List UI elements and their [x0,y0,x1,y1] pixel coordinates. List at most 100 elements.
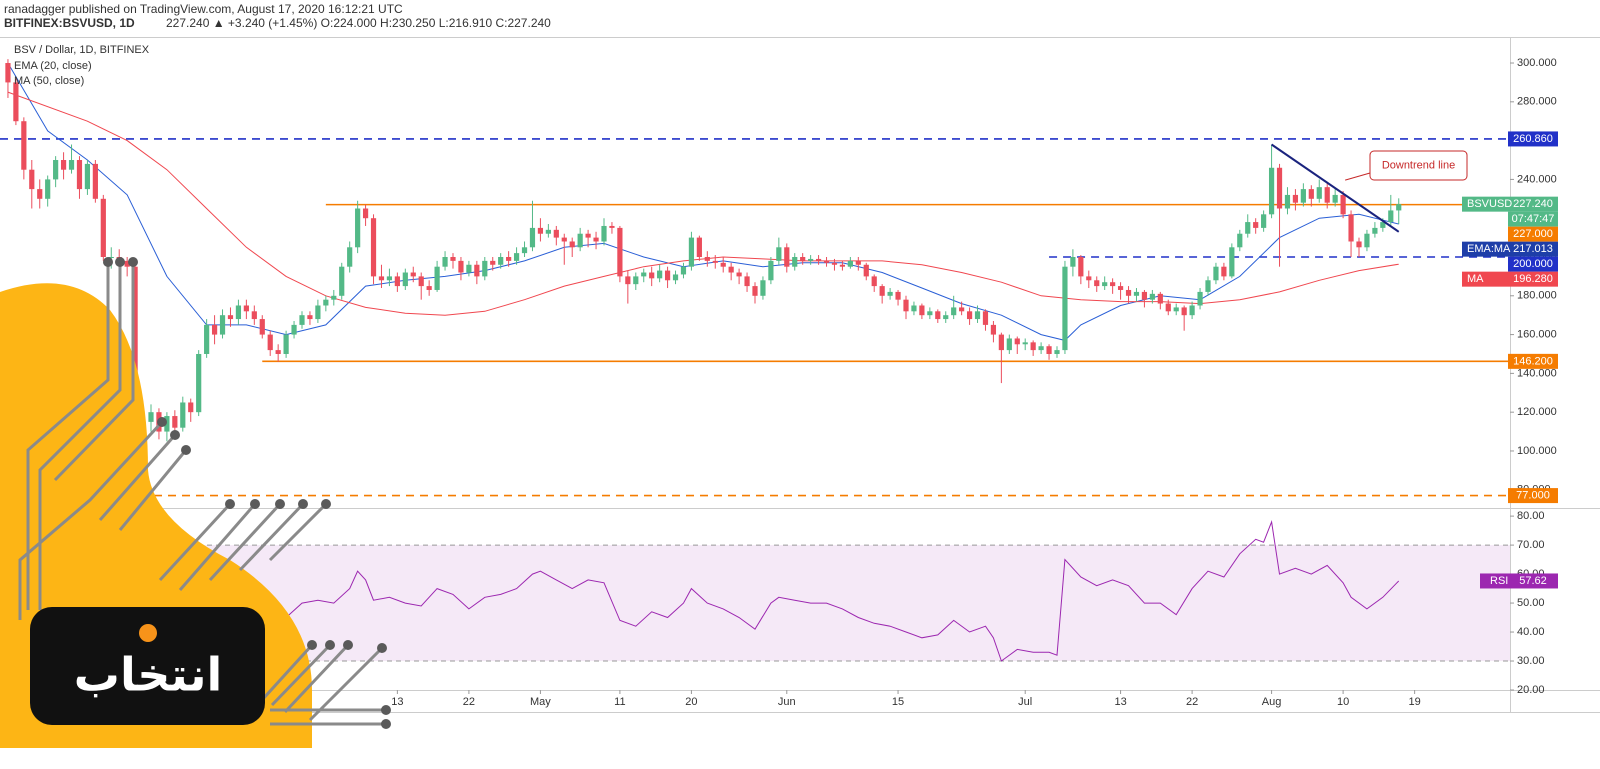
logo: انتخاب [0,257,391,748]
candle-body [577,233,583,248]
candle-body [553,229,559,238]
y-tick-label: 120.000 [1517,406,1557,418]
candle-body [863,264,869,277]
candle-body [251,311,257,320]
candle-body [291,324,297,335]
candle-body [45,179,51,199]
candle-body [1149,293,1155,300]
x-tick-label: May [530,696,551,708]
candle-body [704,256,710,261]
candle-body [990,324,997,335]
candle-body [394,276,400,287]
candle-body [275,350,281,354]
x-tick-label: 13 [1114,696,1126,708]
candle-body [895,291,901,300]
rsi-tag-label: 57.62 [1519,575,1547,587]
candle-body [196,353,202,413]
candle-body [402,272,408,287]
candle-body [466,264,472,273]
candle-body [927,311,933,316]
candle-body [148,412,154,422]
x-tick-label: Jul [1018,696,1032,708]
candle-body [180,402,186,428]
candle-body [1022,342,1028,345]
candle-body [998,334,1004,351]
candle-body [529,227,536,248]
y-tick-label: 100.000 [1517,445,1557,457]
candle-body [1062,266,1068,351]
candle-body [657,270,663,279]
candle-body [569,241,575,248]
candle-body [498,256,504,265]
candle-body [1372,227,1378,234]
candle-body [5,63,11,83]
candle-body [712,260,718,263]
candle-body [1078,256,1084,277]
price-tag [1508,131,1558,147]
candle-body [752,286,758,296]
candle-body [1221,266,1227,277]
candle-body [513,253,520,261]
candle-body [1332,194,1338,203]
candle-body [911,305,917,312]
candle-body [219,315,226,335]
x-tick-label: Jun [778,696,796,708]
price-tag-label: 200.000 [1513,258,1553,270]
countdown-label: 07:47:47 [1512,213,1555,225]
candle-body [92,163,98,199]
candle-body [1173,307,1179,312]
candle-body [1268,167,1275,215]
candle-body [132,266,138,442]
candle-body [490,260,496,265]
legend-entry: MA (50, close) [14,75,84,87]
candle-body [434,266,440,290]
candle-body [386,276,393,281]
candle-body [100,198,106,257]
price-tag-label: 146.200 [1513,355,1553,367]
candle-body [879,286,885,296]
candle-body [585,233,591,238]
candle-body [1300,189,1306,203]
candle-body [1117,286,1124,290]
published-line: ranadagger published on TradingView.com,… [4,2,403,16]
candle-body [649,272,655,279]
candle-body [378,276,385,281]
candle-body [188,402,194,413]
price-tag-label: 260.860 [1513,133,1553,145]
candle-body [815,258,822,261]
candle-body [1388,210,1394,223]
candle-body [1237,233,1243,248]
candle-body [53,160,59,180]
candle-body [1046,346,1052,354]
candle-body [1133,291,1140,296]
candle-body [259,319,265,335]
candle-body [1205,280,1211,292]
candle-body [1364,233,1370,248]
candle-body [1157,293,1163,304]
candle-body [370,218,377,277]
chart-title: BSV / Dollar, 1D, BITFINEX [14,44,150,56]
candle-body [450,256,456,261]
price-tag-label: 227.240 [1513,198,1553,210]
candle-body [537,227,544,234]
candle-body [172,416,178,428]
candle-body [839,264,846,267]
price-tag-label: 227.000 [1513,228,1553,240]
circuit-dots [103,257,391,729]
candle-body [664,270,671,281]
candle-body [1292,194,1299,203]
candle-body [299,315,305,325]
annotation-text: Downtrend line [1382,159,1455,171]
price-tag [1508,353,1558,369]
candle-body [641,272,647,277]
y-tick-label: 280.000 [1517,96,1557,108]
candle-body [696,237,702,257]
candle-body [227,315,234,320]
candle-body [506,256,512,261]
candle-body [283,334,289,354]
x-tick-label: 22 [463,696,475,708]
rsi-tag [1480,573,1558,589]
candle-body [307,315,313,320]
x-tick-label: 11 [614,696,625,708]
y-tick-label: 40.00 [1517,626,1545,638]
